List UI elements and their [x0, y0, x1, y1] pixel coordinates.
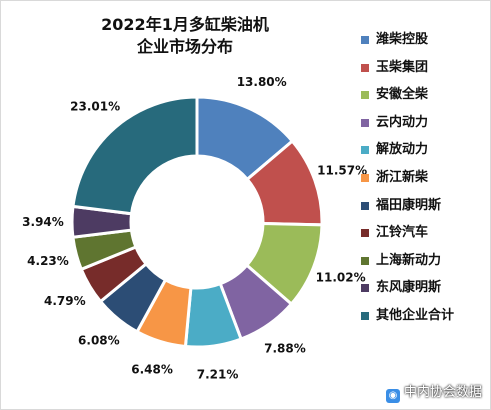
legend-swatch — [361, 229, 369, 238]
legend-label: 其他企业合计 — [376, 307, 455, 323]
legend-swatch — [361, 311, 369, 320]
data-label-9: 4.23% — [27, 254, 69, 268]
legend-item-8: 江铃汽车 — [361, 225, 486, 255]
legend-swatch — [361, 63, 369, 72]
data-label-2: 11.57% — [317, 164, 367, 178]
legend-label: 浙江新柴 — [376, 169, 429, 185]
data-label-6: 6.48% — [131, 362, 173, 376]
data-label-3: 11.02% — [316, 271, 366, 285]
chart-title-line-2: 企业市场分布 — [136, 37, 233, 56]
data-label-11: 23.01% — [70, 100, 120, 114]
legend-swatch — [361, 256, 369, 265]
data-label-1: 13.80% — [237, 75, 287, 89]
legend-swatch — [361, 284, 369, 293]
chart-title-line-1: 2022年1月多缸柴油机 — [101, 15, 269, 34]
data-label-5: 7.21% — [197, 368, 239, 382]
legend-item-6: 浙江新柴 — [361, 169, 486, 200]
legend-label: 云内动力 — [376, 114, 429, 130]
legend-item-7: 福田康明斯 — [361, 197, 486, 228]
legend-label: 玉柴集团 — [376, 59, 429, 75]
data-label-8: 4.79% — [44, 294, 86, 308]
legend-swatch — [361, 118, 369, 127]
legend-label: 上海新动力 — [376, 252, 442, 268]
data-label-7: 6.08% — [78, 334, 120, 348]
chat-bubble-icon: ◉ — [386, 389, 400, 403]
watermark-text: 中内协会数据 — [404, 385, 483, 400]
chart-legend: 潍柴控股玉柴集团安徽全柴云内动力解放动力浙江新柴福田康明斯江铃汽车上海新动力东风… — [361, 32, 486, 338]
legend-item-1: 潍柴控股 — [361, 32, 486, 62]
chart-title: 2022年1月多缸柴油机 企业市场分布 — [60, 14, 310, 58]
legend-label: 东风康明斯 — [376, 280, 442, 296]
legend-item-4: 云内动力 — [361, 114, 486, 145]
legend-swatch — [361, 201, 369, 210]
legend-swatch — [361, 146, 369, 155]
legend-item-9: 上海新动力 — [361, 252, 486, 283]
legend-item-2: 玉柴集团 — [361, 59, 486, 90]
legend-swatch — [361, 173, 369, 182]
legend-swatch — [361, 91, 369, 100]
legend-item-5: 解放动力 — [361, 142, 486, 172]
legend-item-3: 安徽全柴 — [361, 87, 486, 117]
legend-item-10: 东风康明斯 — [361, 280, 486, 310]
legend-label: 潍柴控股 — [376, 32, 429, 47]
legend-item-11: 其他企业合计 — [361, 307, 486, 338]
legend-label: 安徽全柴 — [376, 87, 429, 103]
legend-label: 解放动力 — [376, 142, 429, 158]
data-label-10: 3.94% — [22, 215, 64, 229]
legend-label: 福田康明斯 — [376, 197, 442, 213]
legend-swatch — [361, 36, 369, 44]
watermark: ◉ 中内协会数据 — [386, 381, 482, 403]
donut-slice-11 — [71, 95, 199, 216]
legend-label: 江铃汽车 — [376, 225, 429, 241]
data-label-4: 7.88% — [264, 341, 306, 355]
